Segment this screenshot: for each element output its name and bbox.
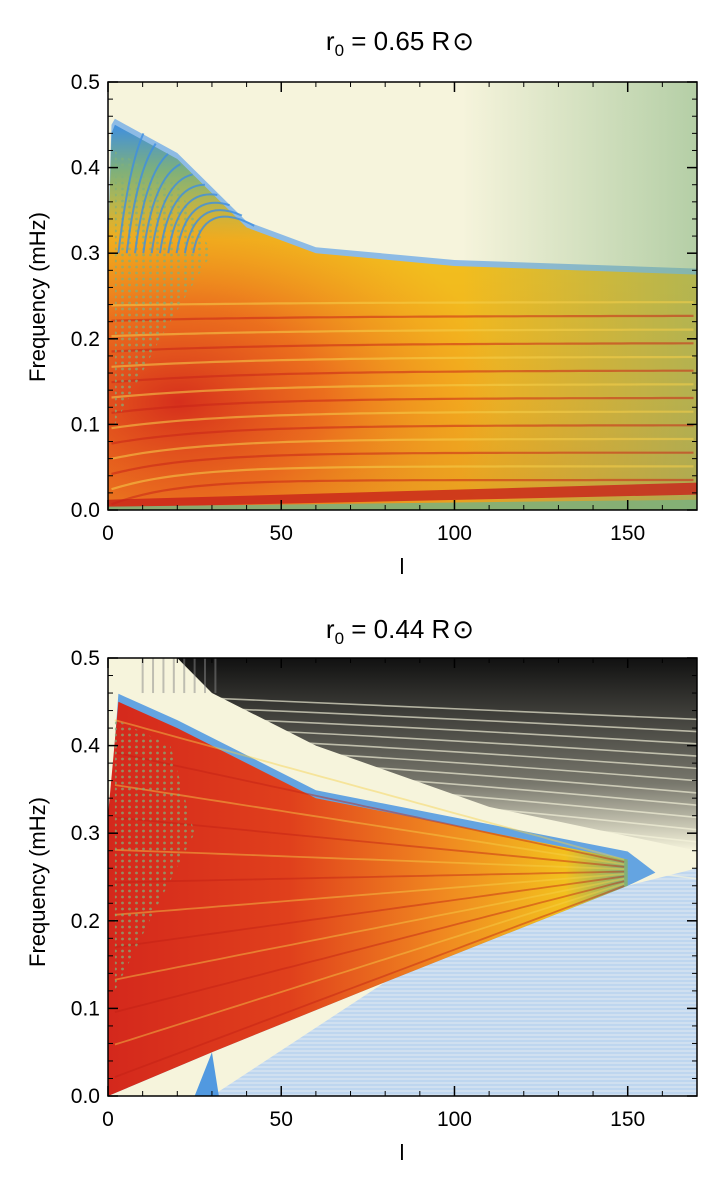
- panel2-heatmap: [108, 658, 697, 1096]
- low-l-dot-pattern: [114, 719, 195, 991]
- white-streak: [277, 780, 697, 819]
- wedge-fill: [108, 701, 628, 1096]
- white-streak: [267, 770, 697, 806]
- mode-ridge: [111, 410, 694, 430]
- panel2-ylabel: Frequency (mHz): [25, 797, 50, 967]
- y-tick-label: 0.4: [71, 157, 101, 180]
- x-tick-label: 150: [610, 522, 645, 545]
- y-tick-label: 0.3: [71, 822, 100, 845]
- y-tick-label: 0.4: [71, 735, 101, 758]
- wedge-ridge: [114, 849, 625, 871]
- mode-ridge: [111, 437, 694, 460]
- mode-ridge: [111, 478, 694, 506]
- y-tick-label: 0.2: [71, 910, 100, 933]
- wedge-ridge: [114, 751, 625, 863]
- panel-r0-044: r0 = 0.44 R⊙ 0 50 100 150 0.0 0.1 0.2 0.3 0.4 0.5…: [25, 614, 698, 1165]
- mode-ridge: [111, 383, 694, 399]
- wedge-ridge: [114, 719, 625, 861]
- fringe-line: [175, 201, 230, 254]
- x-tick-label: 150: [610, 1108, 645, 1131]
- y-tick-label: 0.3: [71, 242, 100, 265]
- fringe-line: [142, 163, 181, 254]
- y-tick-label: 0.1: [71, 413, 100, 436]
- wedge-ridge: [114, 880, 625, 1013]
- fringe-line: [158, 183, 206, 254]
- mode-ridge: [111, 451, 694, 476]
- wedge-ridge: [114, 875, 625, 949]
- faint-blue-stripes: [211, 868, 697, 1096]
- mode-ridge: [111, 314, 694, 322]
- mode-ridge: [111, 369, 694, 384]
- panel2-axes: 0 50 100 150 0.0 0.1 0.2 0.3 0.4 0.5: [71, 647, 698, 1131]
- fringe-line: [117, 132, 145, 254]
- wedge-ridge: [114, 873, 625, 916]
- x-tick-label: 50: [270, 522, 293, 545]
- x-tick-label: 100: [437, 1108, 472, 1131]
- y-tick-label: 0.5: [71, 647, 100, 670]
- white-streak: [246, 749, 697, 782]
- fringe-line: [183, 209, 243, 254]
- fringe-line: [167, 193, 218, 254]
- y-tick-label: 0.0: [71, 1085, 100, 1108]
- white-streak: [194, 696, 697, 721]
- panel2-title: r0 = 0.44 R⊙: [326, 614, 474, 648]
- white-streak: [256, 759, 697, 794]
- mode-ridge: [111, 465, 694, 491]
- white-streak: [236, 738, 697, 770]
- x-tick-label: 50: [270, 1108, 293, 1131]
- mode-ridge: [111, 396, 694, 414]
- x-tick-label: 0: [102, 522, 114, 545]
- panel1-title: r0 = 0.65 R⊙: [326, 26, 474, 60]
- fringe-line: [125, 143, 157, 254]
- white-streak: [225, 728, 697, 757]
- panel1-heatmap: [108, 82, 697, 510]
- panel-r0-065: r0 = 0.65 R⊙ 0 50 100 150 0.0 0.1 0.2 0.3 0.4 0.5…: [25, 26, 698, 579]
- black-region: [177, 658, 697, 851]
- wedge-ridge: [114, 784, 625, 866]
- mode-ridge: [111, 301, 694, 307]
- y-tick-label: 0.0: [71, 499, 100, 522]
- mode-ridge: [111, 424, 694, 445]
- white-streak: [204, 707, 697, 733]
- wedge-ridge: [114, 882, 625, 1046]
- panel2-xlabel: l: [400, 1140, 405, 1165]
- x-tick-label: 100: [437, 522, 472, 545]
- plot-frame: [107, 81, 698, 511]
- panel1-xlabel: l: [400, 554, 405, 579]
- fringe-line: [192, 215, 255, 254]
- wedge-ridge: [114, 877, 625, 981]
- fringe-line: [150, 173, 193, 254]
- y-tick-label: 0.2: [71, 328, 100, 351]
- y-tick-label: 0.1: [71, 997, 100, 1020]
- panel1-ylabel: Frequency (mHz): [25, 212, 50, 382]
- panel1-axes: 0 50 100 150 0.0 0.1 0.2 0.3 0.4 0.5: [71, 71, 698, 545]
- low-red-band: [108, 482, 697, 508]
- wedge-ridge: [114, 816, 625, 868]
- wedge-ridge: [114, 885, 625, 1078]
- fringe-line: [134, 153, 169, 254]
- mode-ridge: [111, 355, 694, 368]
- mode-ridge: [111, 342, 694, 353]
- bottom-green-band: [108, 499, 697, 510]
- wedge-ridge: [114, 870, 625, 884]
- blue-spike: [194, 1052, 219, 1096]
- mode-ridge: [111, 328, 694, 338]
- y-tick-label: 0.5: [71, 71, 100, 94]
- x-tick-label: 0: [102, 1108, 114, 1131]
- white-streak: [215, 717, 697, 745]
- plot-frame: [107, 657, 698, 1097]
